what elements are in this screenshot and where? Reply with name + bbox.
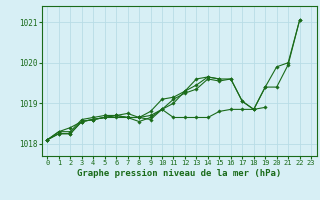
X-axis label: Graphe pression niveau de la mer (hPa): Graphe pression niveau de la mer (hPa) <box>77 169 281 178</box>
